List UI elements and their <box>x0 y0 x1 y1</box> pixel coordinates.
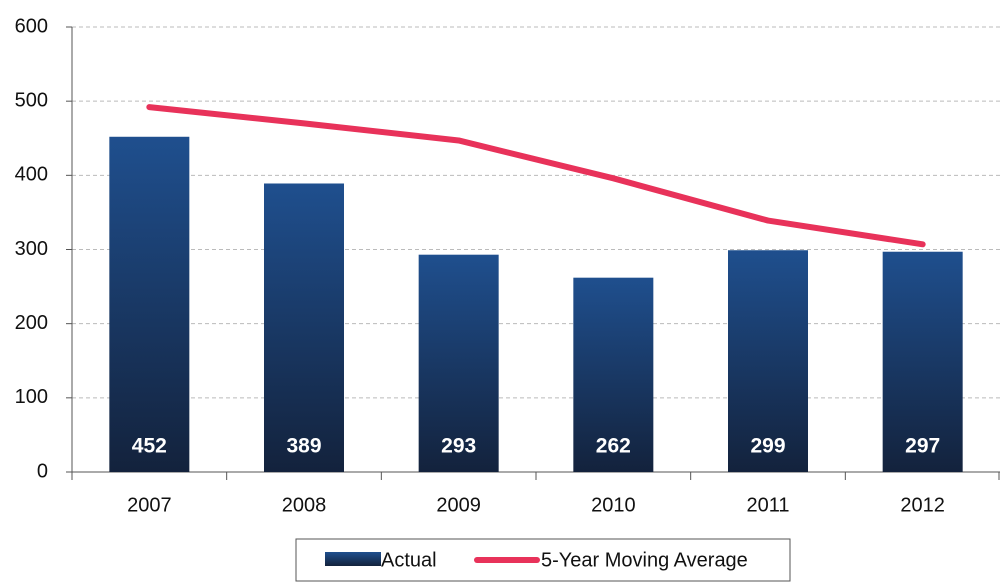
bar <box>264 183 344 472</box>
bar <box>882 251 963 472</box>
x-tick-label: 2008 <box>282 494 327 516</box>
y-tick-label: 300 <box>15 238 48 260</box>
legend-swatch <box>325 552 381 566</box>
x-tick-label: 2007 <box>127 494 172 516</box>
y-tick-label: 0 <box>37 460 48 482</box>
bar-value-label: 293 <box>441 435 476 458</box>
bar <box>573 277 654 472</box>
legend: Actual 5-Year Moving Average <box>295 538 791 582</box>
legend-label: 5-Year Moving Average <box>541 549 748 571</box>
line-series <box>146 104 926 248</box>
x-tick-label: 2012 <box>900 494 945 516</box>
x-tick-label: 2009 <box>436 494 481 516</box>
bar-value-label: 452 <box>132 435 167 458</box>
legend-label: Actual <box>381 549 437 571</box>
bar-value-label: 297 <box>905 435 940 458</box>
x-tick-label: 2010 <box>591 494 636 516</box>
y-tick-label: 100 <box>15 386 48 408</box>
bar-value-label: 389 <box>286 435 321 458</box>
y-tick-label: 200 <box>15 312 48 334</box>
bar <box>418 254 499 472</box>
x-tick-label: 2011 <box>746 494 789 516</box>
bar-value-label: 299 <box>750 435 785 458</box>
bar <box>109 136 190 472</box>
y-tick-label: 500 <box>15 89 48 111</box>
y-tick-label: 600 <box>15 15 48 37</box>
y-tick-label: 400 <box>15 164 48 186</box>
bar <box>728 250 808 472</box>
bar-value-label: 262 <box>596 435 631 458</box>
